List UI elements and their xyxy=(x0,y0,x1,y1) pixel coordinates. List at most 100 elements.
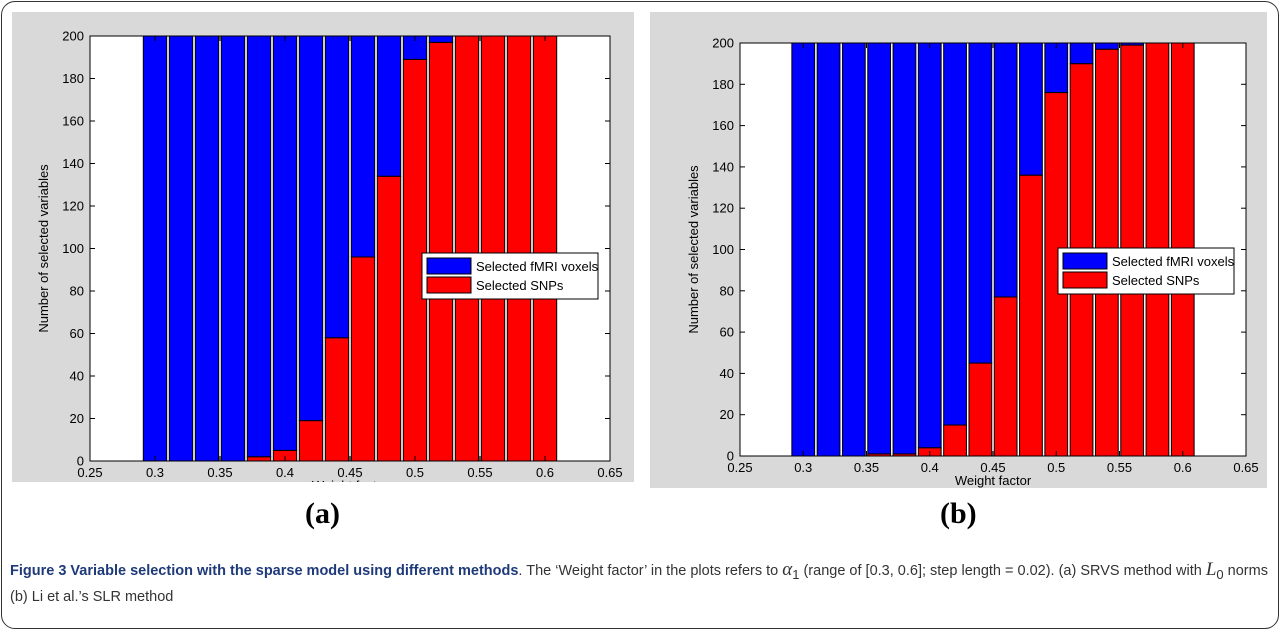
y-tick-label: 180 xyxy=(712,77,734,92)
y-tick-label: 200 xyxy=(62,29,84,44)
bar-voxels-0 xyxy=(791,42,816,457)
bar-voxels-8 xyxy=(993,42,1018,298)
y-tick-label: 160 xyxy=(62,114,84,129)
bar-voxels-11 xyxy=(1069,42,1094,65)
y-tick-label: 100 xyxy=(712,242,734,257)
bar-voxels-0 xyxy=(142,35,168,462)
y-tick-label: 0 xyxy=(77,454,84,469)
bar-snps-13 xyxy=(480,35,506,462)
panel-label-b: (b) xyxy=(940,497,977,530)
norm-symbol: L xyxy=(1205,559,1217,580)
y-tick-label: 20 xyxy=(70,411,84,426)
x-tick-label: 0.45 xyxy=(980,460,1005,475)
bar-voxels-10 xyxy=(1044,42,1069,94)
y-tick-label: 20 xyxy=(720,407,734,422)
x-tick-label: 0.5 xyxy=(406,465,424,480)
bar-voxels-7 xyxy=(968,42,993,364)
chart-panel-b: 0.25 0.3 0.35 0.4 0.45 0.5 0.55 0.6 0.65 0 20 40 60 8… xyxy=(650,12,1267,488)
x-tick-label: 0.25 xyxy=(727,460,752,475)
bar-snps-15 xyxy=(532,35,558,462)
bar-voxels-1 xyxy=(816,42,841,457)
x-tick-label: 0.35 xyxy=(207,465,232,480)
legend-label-snps: Selected SNPs xyxy=(476,278,564,293)
y-tick-label: 140 xyxy=(712,159,734,174)
caption-text-1: . The ‘Weight factor’ in the plots refer… xyxy=(518,563,783,579)
y-tick-label: 200 xyxy=(712,36,734,51)
bar-snps-9 xyxy=(1019,174,1043,457)
legend-label-voxels: Selected fMRI voxels xyxy=(1112,254,1235,269)
figure-caption: Figure 3 Variable selection with the spa… xyxy=(10,558,1272,609)
bar-voxels-6 xyxy=(943,42,967,426)
caption-text-3: norms (b) Li et al.’s SLR method xyxy=(10,563,1268,605)
bar-voxels-2 xyxy=(841,42,866,457)
bar-voxels-9 xyxy=(376,35,402,177)
legend: Selected fMRI voxels Selected SNPs xyxy=(421,252,599,300)
x-axis-label: Weight factor xyxy=(955,473,1032,488)
bar-voxels-9 xyxy=(1019,42,1043,176)
bar-voxels-8 xyxy=(350,35,376,258)
y-tick-label: 180 xyxy=(62,71,84,86)
x-tick-label: 0.55 xyxy=(467,465,492,480)
x-tick-label: 0.4 xyxy=(921,460,939,475)
y-tick-label: 60 xyxy=(720,325,734,340)
y-tick-label: 120 xyxy=(712,201,734,216)
bar-voxels-6 xyxy=(298,35,324,422)
legend: Selected fMRI voxels Selected SNPs xyxy=(1057,247,1235,295)
y-tick-label: 40 xyxy=(720,366,734,381)
x-tick-label: 0.3 xyxy=(794,460,812,475)
x-tick-label: 0.65 xyxy=(597,465,622,480)
y-tick-label: 160 xyxy=(712,118,734,133)
chart-a-svg: 0.25 0.3 0.35 0.4 0.45 0.5 0.55 0.6 0.65 0 20 40 60 8… xyxy=(36,29,623,483)
y-tick-label: 40 xyxy=(70,369,84,384)
bar-voxels-2 xyxy=(194,35,220,462)
y-tick-label: 80 xyxy=(70,284,84,299)
legend-swatch-snps xyxy=(426,276,472,294)
y-axis-label: Number of selected variables xyxy=(36,164,51,333)
bar-snps-8 xyxy=(993,296,1018,457)
bar-snps-7 xyxy=(968,362,993,457)
bar-snps-4 xyxy=(246,456,272,462)
legend-swatch-voxels xyxy=(426,257,472,275)
bar-voxels-11 xyxy=(428,35,454,43)
bar-snps-11 xyxy=(428,41,454,462)
panel-label-a: (a) xyxy=(305,497,340,530)
x-tick-label: 0.65 xyxy=(1233,460,1258,475)
bar-snps-14 xyxy=(506,35,532,462)
chart-b-svg: 0.25 0.3 0.35 0.4 0.45 0.5 0.55 0.6 0.65 0 20 40 60 8… xyxy=(686,36,1259,489)
x-tick-label: 0.55 xyxy=(1107,460,1132,475)
legend-swatch-voxels xyxy=(1062,252,1108,270)
bar-voxels-4 xyxy=(246,35,272,458)
y-tick-label: 80 xyxy=(720,283,734,298)
x-tick-label: 0.35 xyxy=(854,460,879,475)
alpha-subscript: 1 xyxy=(792,566,800,582)
bar-voxels-7 xyxy=(324,35,350,339)
bar-snps-8 xyxy=(350,256,376,462)
bar-snps-9 xyxy=(376,175,402,462)
bar-snps-12 xyxy=(454,35,480,462)
alpha-symbol: α xyxy=(782,559,793,580)
x-tick-label: 0.6 xyxy=(536,465,554,480)
x-tick-label: 0.5 xyxy=(1047,460,1065,475)
caption-text-2: (range of [0.3, 0.6]; step length = 0.02… xyxy=(799,563,1206,579)
legend-label-voxels: Selected fMRI voxels xyxy=(476,259,599,274)
y-tick-label: 60 xyxy=(70,326,84,341)
bar-voxels-12 xyxy=(1094,42,1119,50)
y-tick-label: 100 xyxy=(62,241,84,256)
norm-subscript: 0 xyxy=(1216,566,1224,582)
bar-snps-6 xyxy=(943,424,967,457)
y-tick-label: 0 xyxy=(727,449,734,464)
x-axis-label: Weight factor xyxy=(312,478,389,482)
y-tick-label: 140 xyxy=(62,156,84,171)
bar-snps-6 xyxy=(298,420,324,462)
bar-voxels-3 xyxy=(220,35,246,462)
x-tick-label: 0.3 xyxy=(146,465,164,480)
x-tick-label: 0.25 xyxy=(77,465,102,480)
y-axis-label: Number of selected variables xyxy=(686,165,701,334)
y-tick-label: 120 xyxy=(62,199,84,214)
legend-swatch-snps xyxy=(1062,271,1108,289)
x-tick-label: 0.6 xyxy=(1174,460,1192,475)
legend-label-snps: Selected SNPs xyxy=(1112,273,1200,288)
chart-panel-a: 0.25 0.3 0.35 0.4 0.45 0.5 0.55 0.6 0.65 0 20 40 60 8… xyxy=(12,12,634,482)
bar-voxels-3 xyxy=(867,42,892,455)
